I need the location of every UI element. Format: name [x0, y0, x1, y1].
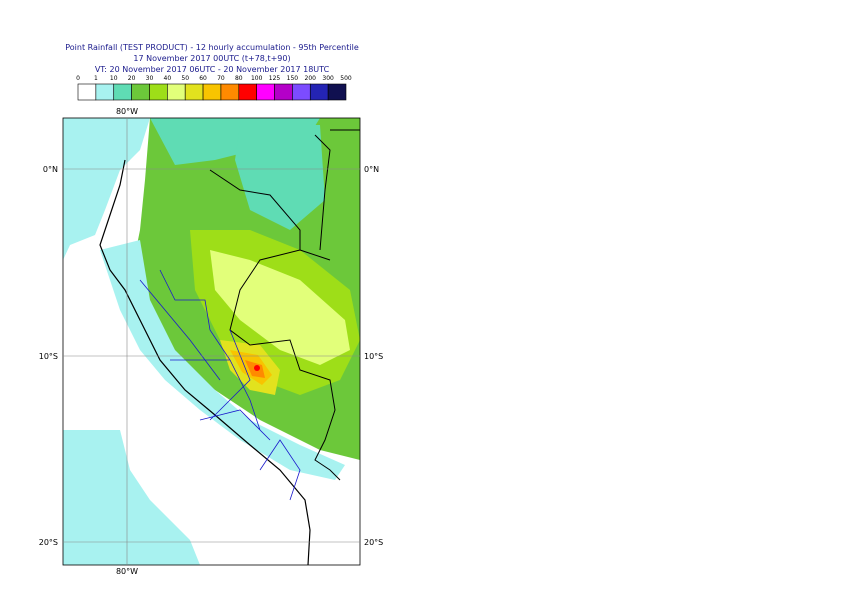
lon-label: 80°W: [116, 567, 138, 576]
legend-label: 70: [217, 75, 225, 82]
map: [63, 118, 360, 565]
legend-swatch: [202, 83, 222, 101]
lat-label: 20°S: [39, 538, 58, 547]
legend-swatch: [95, 83, 115, 101]
legend-label: 60: [199, 75, 207, 82]
legend: 0 1 10 20 30 40 50 60 70 80 100 125 150 200 300 500: [76, 75, 352, 101]
legend-swatch: [256, 83, 275, 101]
legend-label: 200: [305, 75, 317, 82]
legend-swatch: [77, 83, 97, 101]
legend-swatch: [238, 83, 257, 101]
lat-label: 10°S: [39, 352, 58, 361]
run-info: 17 November 2017 00UTC (t+78,t+90): [133, 54, 290, 63]
map-frame: [62, 117, 361, 566]
lat-label: 0°N: [43, 165, 58, 174]
lat-label: 10°S: [364, 352, 383, 361]
legend-label: 125: [269, 75, 281, 82]
legend-label: 80: [235, 75, 243, 82]
legend-label: 10: [110, 75, 118, 82]
legend-swatch: [184, 83, 204, 101]
lat-label: 20°S: [364, 538, 383, 547]
legend-swatch: [149, 83, 168, 101]
legend-swatch: [309, 83, 329, 101]
legend-label: 1: [94, 75, 98, 82]
legend-swatch: [167, 83, 186, 101]
lat-label: 0°N: [364, 165, 379, 174]
legend-label: 40: [164, 75, 172, 82]
lon-label: 80°W: [116, 107, 138, 116]
legend-swatch: [274, 83, 293, 101]
legend-swatch: [220, 83, 240, 101]
legend-swatch: [131, 83, 150, 101]
title: Point Rainfall (TEST PRODUCT) - 12 hourl…: [65, 43, 359, 52]
legend-label: 50: [181, 75, 189, 82]
graticule: [63, 118, 360, 565]
legend-label: 150: [287, 75, 299, 82]
validity: VT: 20 November 2017 06UTC - 20 November…: [95, 65, 330, 74]
legend-swatch: [292, 83, 311, 101]
legend-label: 30: [146, 75, 154, 82]
legend-label: 20: [128, 75, 136, 82]
legend-swatch: [327, 83, 347, 101]
legend-label: 300: [322, 75, 334, 82]
legend-label: 500: [340, 75, 352, 82]
legend-label: 0: [76, 75, 80, 82]
legend-swatch: [113, 83, 132, 101]
legend-label: 100: [251, 75, 263, 82]
